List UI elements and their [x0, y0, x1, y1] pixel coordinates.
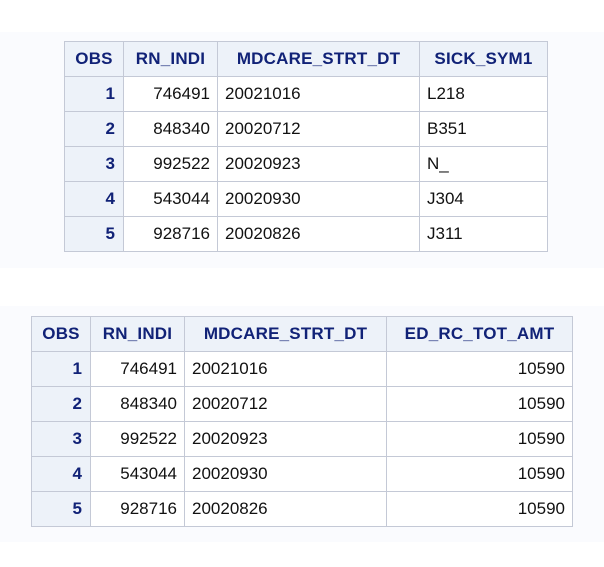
ed-rc-tot-amt-cell: 10590 [386, 421, 573, 457]
obs-cell: 5 [64, 216, 124, 252]
table-row: 4 543044 20020930 J304 [64, 181, 548, 217]
mdcare-strt-dt-cell: 20020826 [217, 216, 420, 252]
column-header-sick-sym1: SICK_SYM1 [419, 41, 548, 77]
rn-indi-cell: 992522 [90, 421, 185, 457]
obs-cell: 4 [64, 181, 124, 217]
mdcare-strt-dt-cell: 20020930 [217, 181, 420, 217]
obs-cell: 5 [31, 491, 91, 527]
ed-rc-tot-amt-cell: 10590 [386, 386, 573, 422]
sick-sym1-cell: J311 [419, 216, 548, 252]
rn-indi-cell: 848340 [90, 386, 185, 422]
output-panel-ed-rc-tot-amt: OBS RN_INDI MDCARE_STRT_DT ED_RC_TOT_AMT… [0, 306, 604, 542]
rn-indi-cell: 543044 [90, 456, 185, 492]
column-header-rn-indi: RN_INDI [90, 316, 185, 352]
mdcare-strt-dt-cell: 20020930 [184, 456, 387, 492]
rn-indi-cell: 992522 [123, 146, 218, 182]
mdcare-strt-dt-cell: 20020923 [184, 421, 387, 457]
rn-indi-cell: 928716 [123, 216, 218, 252]
column-header-ed-rc-tot-amt: ED_RC_TOT_AMT [386, 316, 573, 352]
table-header-row: OBS RN_INDI MDCARE_STRT_DT SICK_SYM1 [64, 41, 548, 77]
obs-cell: 2 [64, 111, 124, 147]
rn-indi-cell: 746491 [90, 351, 185, 387]
table-row: 3 992522 20020923 N_ [64, 146, 548, 182]
sick-sym1-cell: L218 [419, 76, 548, 112]
obs-cell: 4 [31, 456, 91, 492]
table-row: 4 543044 20020930 10590 [31, 456, 573, 492]
mdcare-strt-dt-cell: 20020712 [184, 386, 387, 422]
rn-indi-cell: 543044 [123, 181, 218, 217]
mdcare-strt-dt-cell: 20020923 [217, 146, 420, 182]
obs-cell: 3 [31, 421, 91, 457]
table-row: 5 928716 20020826 J311 [64, 216, 548, 252]
obs-cell: 3 [64, 146, 124, 182]
table-row: 1 746491 20021016 L218 [64, 76, 548, 112]
mdcare-strt-dt-cell: 20021016 [184, 351, 387, 387]
ed-rc-tot-amt-cell: 10590 [386, 456, 573, 492]
obs-cell: 1 [31, 351, 91, 387]
table-row: 5 928716 20020826 10590 [31, 491, 573, 527]
rn-indi-cell: 928716 [90, 491, 185, 527]
table-header-row: OBS RN_INDI MDCARE_STRT_DT ED_RC_TOT_AMT [31, 316, 573, 352]
output-panel-sick-sym: OBS RN_INDI MDCARE_STRT_DT SICK_SYM1 1 7… [0, 32, 604, 268]
sick-sym1-cell: J304 [419, 181, 548, 217]
table-row: 3 992522 20020923 10590 [31, 421, 573, 457]
rn-indi-cell: 746491 [123, 76, 218, 112]
mdcare-strt-dt-cell: 20020712 [217, 111, 420, 147]
ed-rc-tot-amt-cell: 10590 [386, 351, 573, 387]
sick-sym1-cell: N_ [419, 146, 548, 182]
mdcare-strt-dt-cell: 20021016 [217, 76, 420, 112]
obs-cell: 2 [31, 386, 91, 422]
obs-cell: 1 [64, 76, 124, 112]
table-row: 2 848340 20020712 10590 [31, 386, 573, 422]
ed-rc-tot-amt-table: OBS RN_INDI MDCARE_STRT_DT ED_RC_TOT_AMT… [31, 316, 573, 527]
column-header-mdcare-strt-dt: MDCARE_STRT_DT [217, 41, 420, 77]
column-header-rn-indi: RN_INDI [123, 41, 218, 77]
rn-indi-cell: 848340 [123, 111, 218, 147]
column-header-obs: OBS [64, 41, 124, 77]
ed-rc-tot-amt-cell: 10590 [386, 491, 573, 527]
mdcare-strt-dt-cell: 20020826 [184, 491, 387, 527]
table-row: 2 848340 20020712 B351 [64, 111, 548, 147]
column-header-obs: OBS [31, 316, 91, 352]
column-header-mdcare-strt-dt: MDCARE_STRT_DT [184, 316, 387, 352]
sick-sym-table: OBS RN_INDI MDCARE_STRT_DT SICK_SYM1 1 7… [64, 41, 548, 252]
sick-sym1-cell: B351 [419, 111, 548, 147]
table-row: 1 746491 20021016 10590 [31, 351, 573, 387]
